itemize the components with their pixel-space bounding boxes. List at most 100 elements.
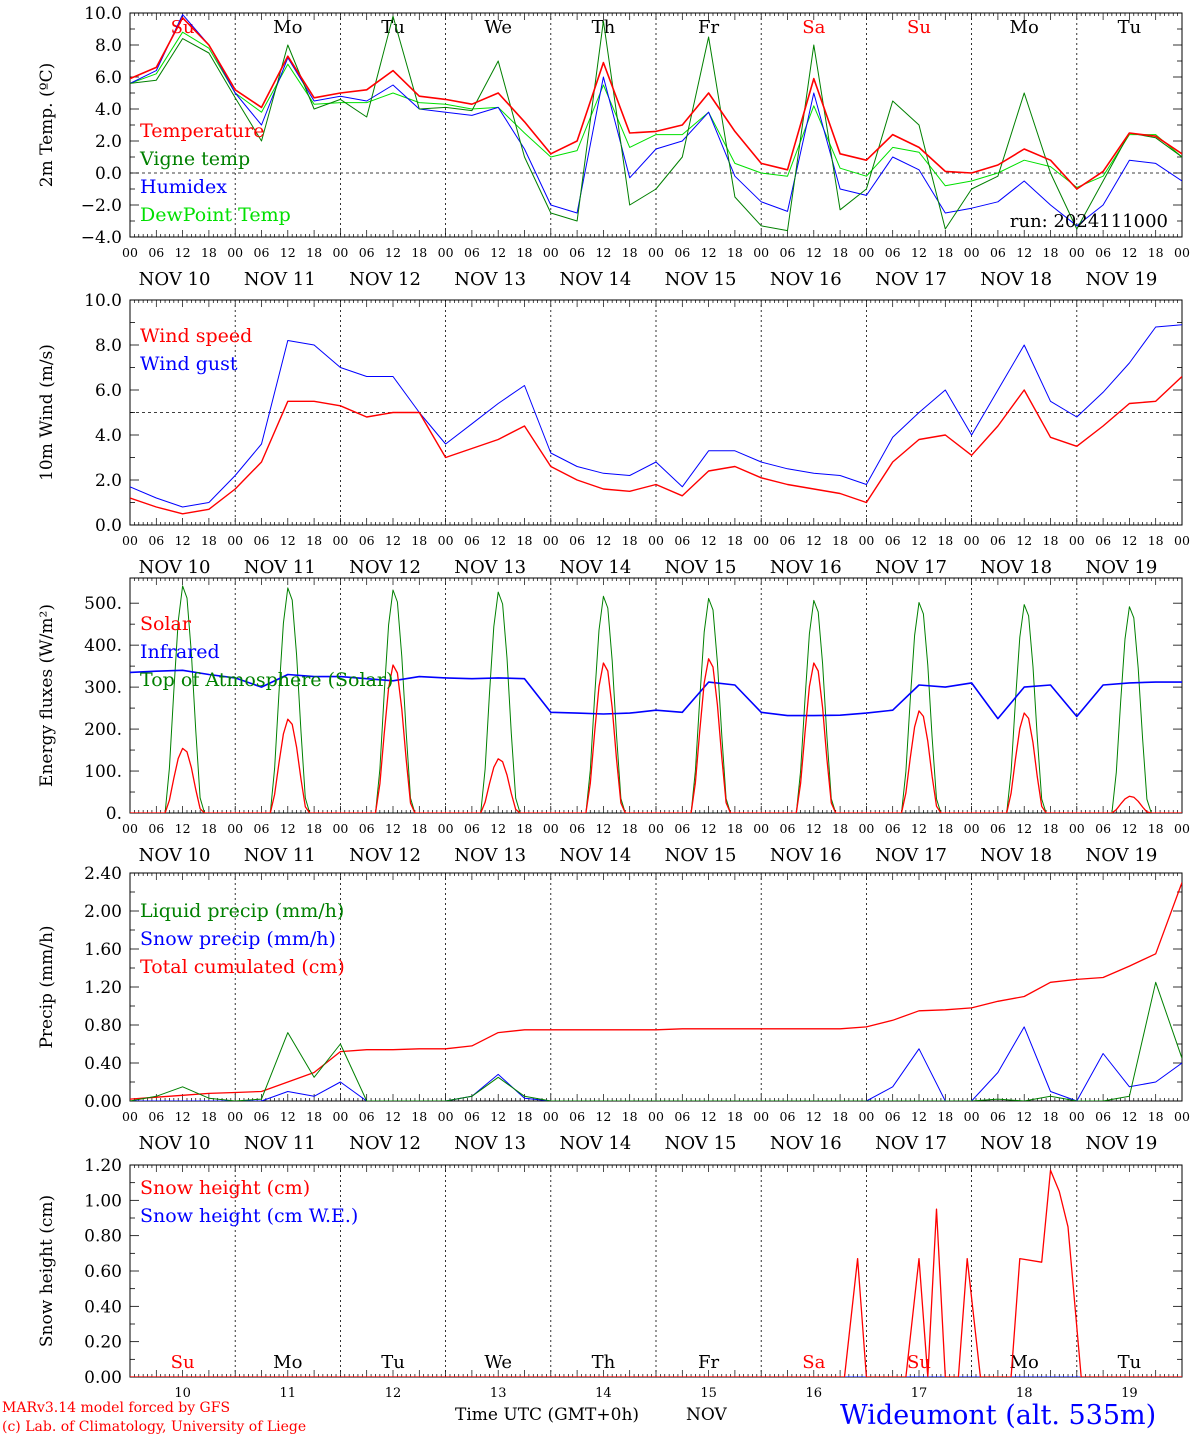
y-tick-label: 10.0	[84, 4, 122, 24]
hour-tick-label: 18	[937, 245, 953, 260]
day-number-label: 13	[490, 1386, 507, 1401]
hour-tick-label: 12	[175, 533, 191, 548]
y-tick-label: 100.	[84, 762, 122, 782]
series-line-wind-gust	[130, 324, 1182, 508]
date-label: NOV 14	[559, 1133, 631, 1154]
series-line-infrared	[130, 669, 1182, 720]
y-tick-label: 1.20	[84, 978, 122, 998]
hour-tick-label: 12	[175, 245, 191, 260]
y-tick-label: 200.	[84, 720, 122, 740]
hour-tick-label: 00	[1174, 821, 1190, 836]
hour-tick-label: 00	[543, 1109, 559, 1124]
hour-tick-label: 12	[385, 821, 401, 836]
hour-tick-label: 06	[1095, 821, 1111, 836]
hour-tick-label: 18	[517, 1109, 533, 1124]
hour-tick-label: 12	[280, 821, 296, 836]
date-label: NOV 10	[139, 269, 211, 290]
hour-tick-label: 12	[385, 1109, 401, 1124]
hour-tick-label: 18	[517, 821, 533, 836]
hour-tick-label: 06	[990, 1109, 1006, 1124]
hour-tick-label: 06	[148, 1109, 164, 1124]
hour-tick-label: 00	[438, 533, 454, 548]
hour-tick-label: 00	[332, 533, 348, 548]
y-tick-label: 1.00	[84, 1191, 122, 1211]
hour-tick-label: 18	[1043, 245, 1059, 260]
y-tick-label: −4.0	[81, 228, 122, 248]
hour-tick-label: 18	[727, 821, 743, 836]
date-label: NOV 13	[454, 557, 526, 578]
hour-tick-label: 06	[148, 533, 164, 548]
legend-infrared: Infrared	[140, 641, 220, 663]
hour-tick-label: 06	[674, 245, 690, 260]
legend-humidex: Humidex	[140, 176, 227, 198]
y-tick-label: 400.	[84, 636, 122, 656]
date-label: NOV 11	[244, 557, 316, 578]
hour-tick-label: 18	[622, 533, 638, 548]
legend-liquid-precip-mm-h-: Liquid precip (mm/h)	[140, 900, 344, 922]
date-label: NOV 11	[244, 845, 316, 866]
y-tick-label: −2.0	[81, 196, 122, 216]
day-abbr-label: Su	[171, 1352, 195, 1373]
hour-tick-label: 06	[254, 533, 270, 548]
panel-3: 500. 400. 300. 200. 100. 0. Energy fluxes (W/m…	[37, 577, 1190, 866]
date-label: NOV 10	[139, 557, 211, 578]
series-line-wind-speed	[130, 375, 1182, 515]
hour-tick-label: 12	[911, 1109, 927, 1124]
date-label: NOV 14	[559, 269, 631, 290]
hour-tick-label: 18	[1043, 821, 1059, 836]
date-label: NOV 18	[980, 557, 1052, 578]
date-label: NOV 18	[980, 845, 1052, 866]
hour-tick-label: 12	[490, 821, 506, 836]
hour-tick-label: 06	[464, 1109, 480, 1124]
hour-tick-label: 06	[569, 1109, 585, 1124]
hour-tick-label: 18	[306, 533, 322, 548]
y-tick-label: 2.00	[84, 902, 122, 922]
hour-tick-label: 00	[227, 245, 243, 260]
legend-wind-speed: Wind speed	[140, 325, 252, 347]
day-abbr-label: Mo	[273, 17, 302, 38]
series-line-vigne-temp	[130, 15, 1182, 232]
hour-tick-label: 12	[1016, 533, 1032, 548]
hour-tick-label: 12	[1121, 821, 1137, 836]
y-tick-label: 2.0	[95, 132, 122, 152]
hour-tick-label: 00	[858, 821, 874, 836]
date-label: NOV 18	[980, 1133, 1052, 1154]
date-label: NOV 12	[349, 557, 421, 578]
hour-tick-label: 12	[175, 1109, 191, 1124]
hour-tick-label: 00	[648, 821, 664, 836]
day-abbr-label: We	[484, 1352, 512, 1373]
hour-tick-label: 18	[201, 533, 217, 548]
hour-tick-label: 06	[674, 1109, 690, 1124]
hour-tick-label: 00	[332, 245, 348, 260]
y-tick-label: 8.0	[95, 336, 122, 356]
lab-credit: (c) Lab. of Climatology, University of L…	[2, 1419, 307, 1435]
y-tick-label: 4.0	[95, 426, 122, 446]
series-line-snow-precip-mm-h-	[130, 1026, 1182, 1101]
hour-tick-label: 18	[1043, 533, 1059, 548]
hour-tick-label: 06	[1095, 533, 1111, 548]
hour-tick-label: 12	[595, 533, 611, 548]
legend-dewpoint-temp: DewPoint Temp	[140, 204, 291, 226]
hour-tick-label: 12	[175, 821, 191, 836]
hour-tick-label: 00	[753, 533, 769, 548]
hour-tick-label: 12	[1121, 533, 1137, 548]
y-axis-label: 2m Temp. (ºC)	[37, 63, 57, 188]
hour-tick-label: 12	[280, 245, 296, 260]
day-number-label: 11	[280, 1386, 297, 1401]
hour-tick-label: 18	[306, 821, 322, 836]
date-label: NOV 16	[770, 845, 842, 866]
y-tick-label: 0.0	[95, 516, 122, 536]
date-label: NOV 10	[139, 1133, 211, 1154]
day-abbr-label: Sa	[802, 1352, 825, 1373]
hour-tick-label: 12	[701, 245, 717, 260]
hour-tick-label: 18	[832, 1109, 848, 1124]
date-label: NOV 15	[665, 557, 737, 578]
hour-tick-label: 18	[306, 1109, 322, 1124]
hour-tick-label: 06	[359, 821, 375, 836]
date-label: NOV 12	[349, 269, 421, 290]
date-label: NOV 15	[665, 1133, 737, 1154]
day-abbr-label: Fr	[698, 1352, 719, 1373]
hour-tick-label: 00	[1174, 245, 1190, 260]
hour-tick-label: 18	[937, 533, 953, 548]
legend-snow-height-cm-w-e-: Snow height (cm W.E.)	[140, 1205, 358, 1227]
